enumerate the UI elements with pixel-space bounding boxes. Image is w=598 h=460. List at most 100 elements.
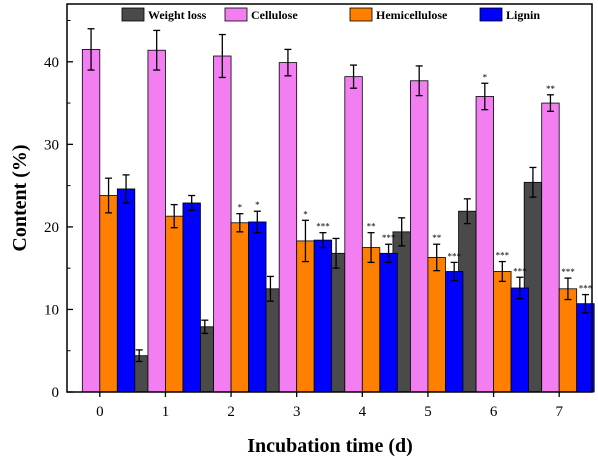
bar-lignin-6 bbox=[510, 287, 529, 393]
error-bar-weight-loss-4 bbox=[332, 237, 340, 269]
y-tick-label: 0 bbox=[52, 385, 60, 401]
error-bar-cellulose-6 bbox=[481, 82, 489, 111]
error-bar-weight-loss-6 bbox=[463, 198, 471, 225]
bar-cellulose-6 bbox=[475, 96, 494, 393]
plot-frame bbox=[66, 3, 593, 393]
error-bar-lignin-6 bbox=[516, 276, 524, 300]
legend-item-cellulose: Cellulose bbox=[224, 7, 298, 22]
x-tick-label: 5 bbox=[424, 404, 432, 420]
significance-lignin-5: *** bbox=[447, 251, 461, 261]
error-bar-hemicellulose-1 bbox=[170, 203, 178, 229]
error-bar-cellulose-7 bbox=[546, 94, 554, 112]
bar-hemicellulose-4 bbox=[361, 247, 381, 393]
significance-lignin-4: *** bbox=[382, 233, 396, 243]
bar-cellulose-4 bbox=[344, 76, 363, 393]
error-bar-hemicellulose-2 bbox=[236, 213, 244, 233]
significance-hemicellulose-3: * bbox=[303, 209, 308, 219]
significance-hemicellulose-4: ** bbox=[367, 222, 377, 232]
legend: Weight loss Cellulose Hemicellulose Lignin bbox=[121, 7, 540, 22]
bar-hemicellulose-7 bbox=[558, 288, 578, 393]
y-tick-label: 10 bbox=[44, 302, 59, 318]
error-bar-hemicellulose-6 bbox=[498, 260, 506, 283]
y-tick-label: 30 bbox=[44, 137, 59, 153]
significance-hemicellulose-5: ** bbox=[432, 233, 442, 243]
x-tick-label: 4 bbox=[359, 404, 367, 420]
significance-lignin-3: *** bbox=[316, 222, 330, 232]
x-tick-label: 7 bbox=[555, 404, 563, 420]
error-bar-hemicellulose-7 bbox=[564, 277, 572, 301]
error-bar-weight-loss-3 bbox=[266, 275, 274, 302]
significance-layer: ******************************* bbox=[238, 72, 593, 293]
significance-lignin-6: *** bbox=[513, 266, 527, 276]
x-tick-label: 1 bbox=[162, 404, 170, 420]
y-tick-label: 20 bbox=[44, 220, 59, 236]
bar-hemicellulose-0 bbox=[99, 195, 118, 393]
error-bar-weight-loss-1 bbox=[135, 349, 143, 363]
legend-swatch bbox=[349, 7, 373, 22]
error-bar-weight-loss-7 bbox=[529, 166, 537, 198]
bar-lignin-1 bbox=[182, 202, 201, 393]
legend-label: Hemicellulose bbox=[376, 8, 448, 22]
legend-item-lignin: Lignin bbox=[479, 7, 540, 22]
significance-hemicellulose-2: * bbox=[238, 203, 243, 213]
bar-cellulose-1 bbox=[147, 49, 166, 393]
error-bars-layer bbox=[87, 28, 589, 363]
x-tick-label: 3 bbox=[293, 404, 301, 420]
error-bar-hemicellulose-3 bbox=[301, 219, 309, 263]
bar-hemicellulose-2 bbox=[230, 222, 249, 393]
bar-lignin-4 bbox=[379, 252, 398, 393]
error-bar-cellulose-4 bbox=[350, 64, 358, 89]
legend-label: Lignin bbox=[506, 8, 540, 22]
error-bar-lignin-2 bbox=[253, 210, 261, 234]
bar-cellulose-2 bbox=[213, 55, 232, 393]
bar-hemicellulose-3 bbox=[296, 240, 315, 393]
x-tick-label: 0 bbox=[96, 404, 104, 420]
y-axis: 0 10 20 30 40 bbox=[44, 20, 73, 401]
x-tick-label: 2 bbox=[227, 404, 235, 420]
x-axis-title: Incubation time (d) bbox=[247, 435, 413, 457]
bar-lignin-3 bbox=[313, 239, 333, 393]
x-axis: 0 1 2 3 4 5 6 7 bbox=[96, 392, 563, 420]
significance-lignin-2: * bbox=[255, 200, 260, 210]
error-bar-weight-loss-5 bbox=[398, 217, 406, 247]
significance-hemicellulose-7: *** bbox=[561, 267, 575, 277]
error-bar-lignin-5 bbox=[450, 261, 458, 282]
x-tick-label: 6 bbox=[490, 404, 498, 420]
error-bar-cellulose-3 bbox=[284, 48, 292, 77]
bar-hemicellulose-1 bbox=[165, 215, 184, 393]
error-bar-lignin-3 bbox=[319, 232, 327, 249]
error-bar-cellulose-1 bbox=[153, 29, 161, 71]
significance-cellulose-7: ** bbox=[546, 84, 556, 94]
bar-hemicellulose-6 bbox=[493, 271, 512, 393]
significance-lignin-7: *** bbox=[579, 284, 593, 294]
bar-hemicellulose-5 bbox=[427, 257, 446, 393]
legend-swatch bbox=[121, 7, 145, 22]
error-bar-lignin-1 bbox=[188, 194, 196, 212]
error-bar-weight-loss-2 bbox=[201, 319, 209, 335]
legend-item-weight-loss: Weight loss bbox=[121, 7, 207, 22]
error-bar-lignin-0 bbox=[122, 174, 130, 204]
legend-swatch bbox=[224, 7, 248, 22]
error-bar-hemicellulose-4 bbox=[367, 232, 375, 264]
bar-cellulose-3 bbox=[278, 62, 298, 393]
error-bar-lignin-4 bbox=[385, 243, 393, 264]
error-bar-hemicellulose-0 bbox=[105, 177, 113, 214]
bar-lignin-2 bbox=[248, 221, 267, 393]
bar-lignin-5 bbox=[445, 271, 464, 393]
bar-cellulose-7 bbox=[541, 102, 560, 393]
legend-item-hemicellulose: Hemicellulose bbox=[349, 7, 448, 22]
legend-label: Cellulose bbox=[251, 8, 298, 22]
significance-hemicellulose-6: *** bbox=[496, 251, 510, 261]
y-axis-title: Content (%) bbox=[9, 144, 31, 251]
error-bar-cellulose-0 bbox=[87, 28, 95, 71]
significance-cellulose-6: * bbox=[483, 72, 488, 82]
error-bar-lignin-7 bbox=[581, 293, 589, 314]
legend-swatch bbox=[479, 7, 503, 22]
bar-cellulose-5 bbox=[410, 80, 429, 393]
legend-label: Weight loss bbox=[148, 8, 207, 22]
error-bar-hemicellulose-5 bbox=[433, 243, 441, 272]
error-bar-cellulose-2 bbox=[218, 33, 226, 79]
bar-lignin-0 bbox=[116, 188, 136, 393]
bars-layer bbox=[81, 49, 595, 393]
